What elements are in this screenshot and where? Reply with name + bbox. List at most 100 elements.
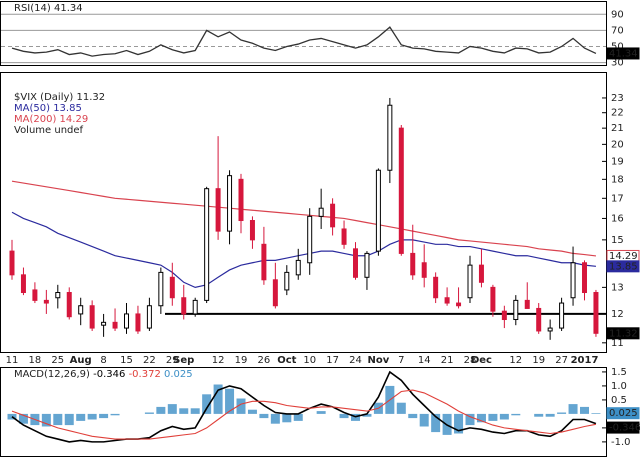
y-tick-label: 0.5 (611, 395, 627, 406)
candle-body (215, 188, 221, 232)
x-tick-label: Sep (173, 355, 194, 366)
candle-body (467, 264, 473, 299)
histogram-bar (247, 409, 257, 414)
x-tick-label: 2017 (571, 355, 599, 366)
candle-body (66, 292, 72, 318)
candle-body (490, 286, 496, 312)
moving-average (11, 211, 597, 288)
x-tick-label: Dec (471, 355, 492, 366)
histogram-bar (580, 406, 589, 414)
x-tick-label: 26 (258, 355, 271, 366)
y-tick-label: 12 (611, 309, 624, 320)
candle-body (89, 305, 95, 329)
price-legend: $VIX (Daily) 11.32 (14, 92, 105, 103)
volume-label: Volume undef (14, 125, 84, 136)
histogram-bar (396, 402, 406, 414)
macd-line (11, 370, 597, 443)
candle-body (101, 321, 107, 326)
y-tick-label: 50 (611, 41, 624, 52)
value-box-bg (606, 260, 640, 273)
histogram-bar (236, 398, 246, 414)
histogram-bar (339, 413, 349, 419)
value-box: 14.29 (609, 251, 638, 262)
y-tick-label: 30 (611, 58, 624, 69)
candle-body (547, 327, 553, 332)
histogram-bar (99, 413, 109, 419)
candle-body (169, 276, 175, 299)
histogram-bar (465, 413, 475, 426)
histogram-bar (225, 388, 235, 414)
y-tick-label: 70 (611, 25, 624, 36)
legend-value: 13.85 (53, 103, 82, 114)
x-tick-label: 14 (418, 355, 431, 366)
y-tick-label: 17 (611, 193, 624, 204)
price-last: 11.32 (76, 92, 105, 103)
histogram-bar (568, 404, 578, 414)
candle-body (135, 313, 141, 332)
histogram-bar (53, 413, 63, 426)
candle-body (593, 292, 599, 334)
candle-body (78, 305, 84, 315)
x-tick-label: 12 (212, 355, 225, 366)
candle-body (124, 313, 129, 329)
candle-body (353, 248, 358, 278)
legend-name: MA(50) (14, 103, 50, 114)
candle-body (513, 299, 519, 321)
x-tick-label: 7 (398, 355, 404, 366)
x-tick-label: 10 (303, 355, 316, 366)
x-tick-label: Oct (277, 355, 296, 366)
x-tick-label: 19 (532, 355, 545, 366)
x-tick-label: 24 (349, 355, 362, 366)
x-tick-label: Aug (70, 355, 92, 366)
candle-body (227, 175, 233, 232)
histogram-bar (362, 413, 372, 417)
rsi-last: 41.34 (54, 3, 83, 14)
value-box: 13.85 (609, 261, 638, 272)
x-tick-label: 12 (509, 355, 522, 366)
candle-body (238, 178, 244, 222)
y-tick-label: 90 (611, 9, 624, 20)
rsi-line (11, 26, 597, 57)
candle-body (330, 203, 336, 228)
macd-last: -0.346 (93, 369, 125, 380)
legend-entry: MA(50) 13.85 (14, 103, 82, 114)
histogram-bar (41, 413, 51, 427)
candle-body (559, 302, 565, 329)
value-box: -0.346 (609, 423, 640, 434)
y-tick-label: 1.0 (611, 381, 627, 392)
macd-line (11, 389, 597, 440)
candle-body (341, 228, 347, 245)
value-box: 41.34 (609, 48, 638, 59)
candle-body (43, 299, 49, 304)
value-box-bg (606, 421, 640, 434)
legend-entry: MA(200) 14.29 (14, 114, 88, 125)
histogram-bar (316, 411, 326, 414)
candle-body (501, 310, 507, 321)
candle-body (261, 243, 267, 281)
y-tick-label: 18 (611, 174, 624, 185)
histogram-bar (202, 394, 212, 414)
candle-body (295, 259, 301, 276)
value-box-bg (606, 47, 640, 60)
histogram-bar (144, 412, 154, 414)
moving-average (11, 180, 597, 257)
x-tick-label: Nov (368, 355, 390, 366)
histogram-bar (499, 413, 509, 420)
histogram-bar (534, 413, 544, 417)
histogram-last: 0.025 (164, 369, 193, 380)
candle-body (570, 262, 576, 299)
histogram-bar (557, 412, 567, 414)
histogram-bar (64, 413, 74, 426)
y-tick-label: 13 (611, 282, 624, 293)
x-tick-label: 28 (464, 355, 477, 366)
histogram-bar (591, 413, 601, 414)
candle-body (55, 292, 61, 299)
x-tick-label: 8 (100, 355, 106, 366)
histogram-bar (419, 413, 429, 427)
rsi-frame (0, 1, 607, 66)
candle-body (433, 276, 439, 299)
price-frame (0, 72, 607, 353)
legend-value: 14.29 (60, 114, 89, 125)
y-tick-label: 1.5 (611, 367, 627, 378)
macd-legend: MACD(12,26,9) -0.346 -0.372 0.025 (14, 369, 193, 380)
